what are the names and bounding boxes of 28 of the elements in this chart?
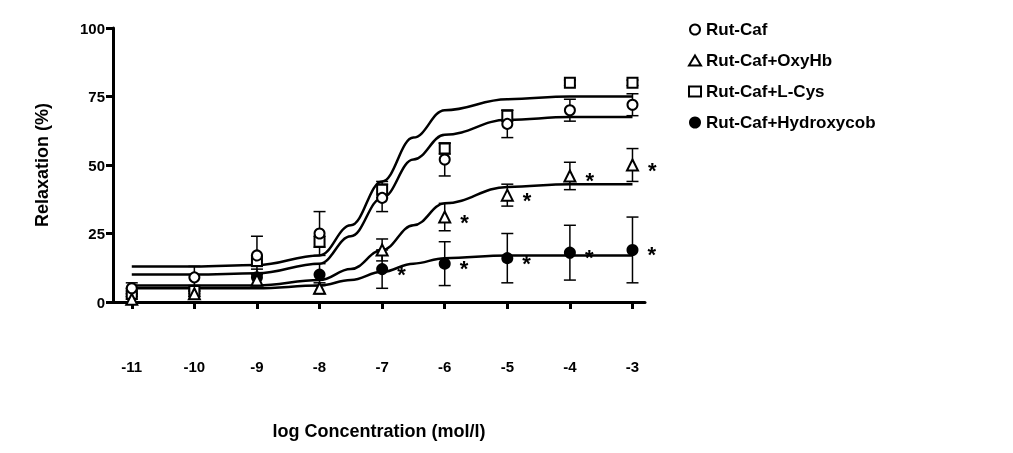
data-label: * bbox=[647, 157, 657, 183]
legend-label: Rut-Caf+Hydroxycob bbox=[706, 113, 876, 132]
y-axis-title: Relaxation (%) bbox=[32, 102, 52, 228]
data-label: * bbox=[522, 250, 532, 276]
data-label: * bbox=[459, 256, 469, 282]
x-tick-label: -9 bbox=[250, 358, 264, 375]
x-tick-label: -5 bbox=[500, 358, 514, 375]
x-tick-label: -7 bbox=[375, 358, 389, 375]
x-tick-label: -3 bbox=[625, 358, 640, 375]
x-tick-label: -8 bbox=[312, 358, 327, 375]
legend-label: Rut-Caf bbox=[706, 20, 768, 39]
x-tick-label: -4 bbox=[563, 358, 578, 375]
x-tick-label: -6 bbox=[438, 358, 452, 375]
data-label: * bbox=[647, 242, 657, 268]
x-tick-label: -11 bbox=[121, 358, 143, 375]
x-tick-label: -10 bbox=[183, 358, 206, 375]
y-tick-label: 25 bbox=[88, 225, 105, 242]
y-tick-label: 50 bbox=[88, 156, 105, 174]
y-tick-label: 0 bbox=[96, 293, 105, 311]
x-axis-title: log Concentration (mol/l) bbox=[272, 421, 486, 441]
data-label: * bbox=[522, 187, 532, 213]
data-label: * bbox=[460, 209, 470, 235]
data-label: * bbox=[397, 261, 407, 287]
legend-label: Rut-Caf+L-Cys bbox=[706, 82, 825, 101]
y-tick-label: 100 bbox=[79, 19, 105, 37]
data-label: * bbox=[585, 168, 595, 194]
y-tick-label: 75 bbox=[88, 88, 105, 105]
legend-label: Rut-Caf+OxyHb bbox=[706, 51, 833, 70]
